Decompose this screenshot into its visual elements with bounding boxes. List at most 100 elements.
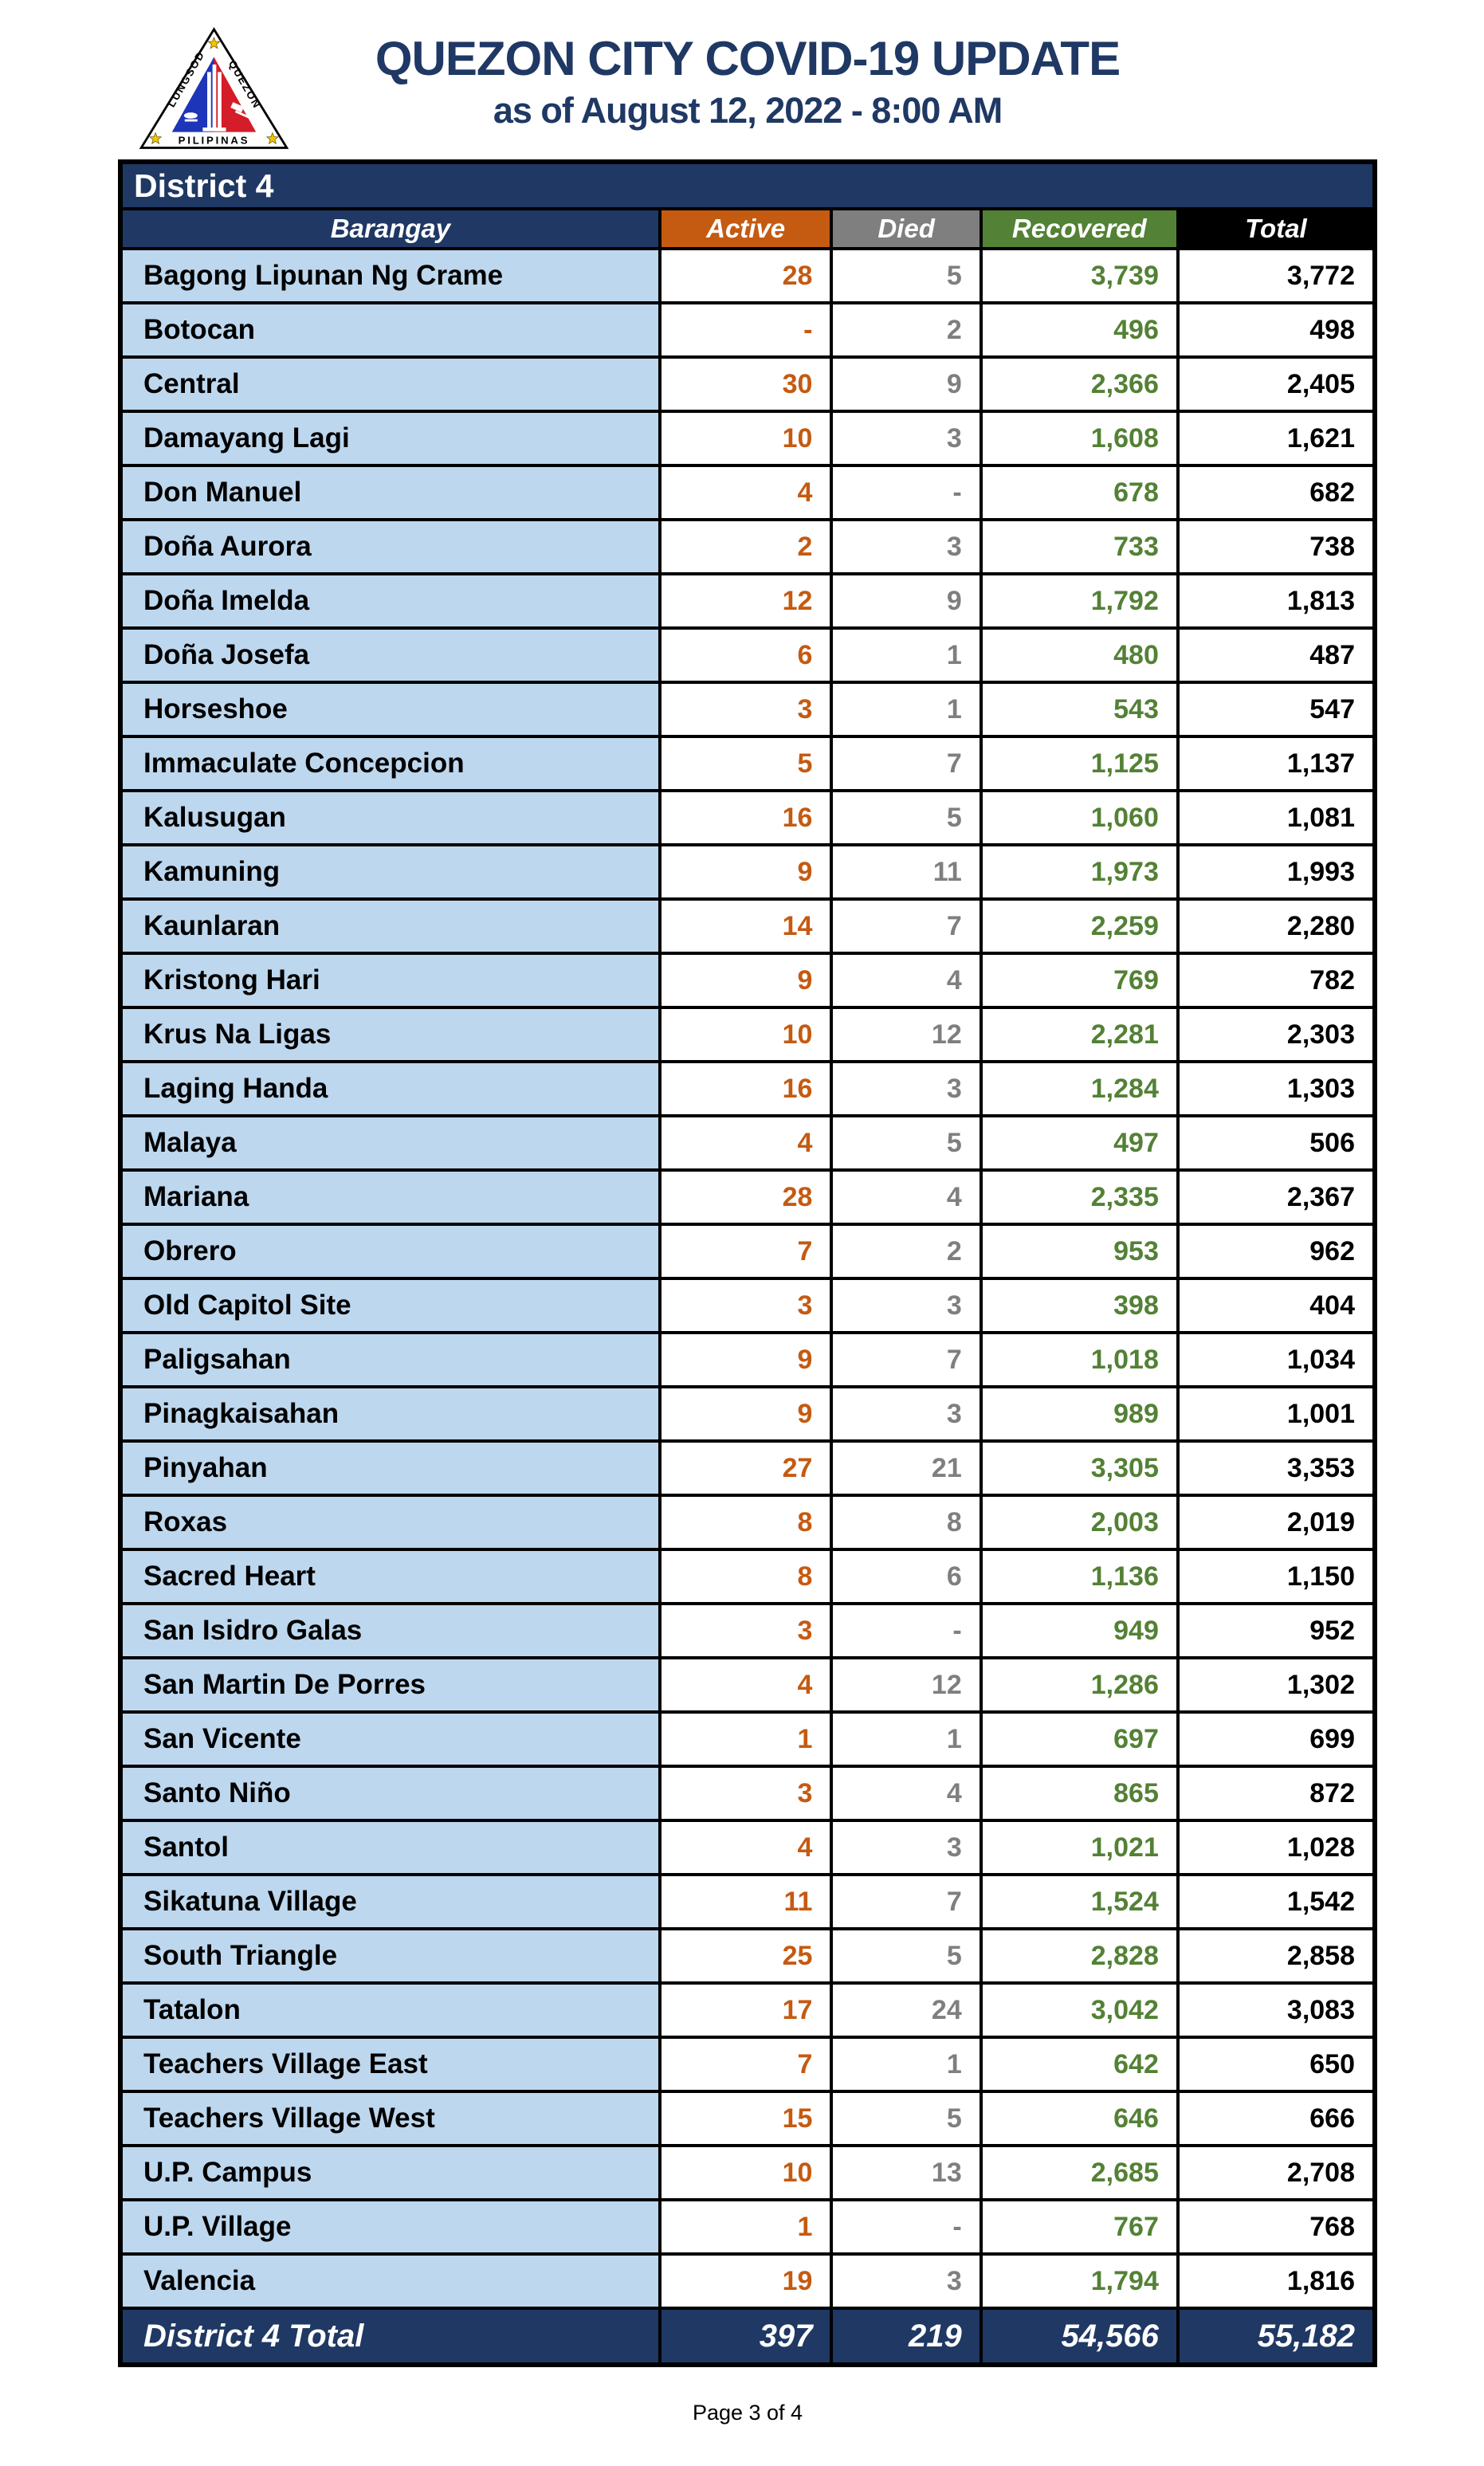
barangay-name: U.P. Village [119,2198,662,2256]
died-count: 5 [830,789,983,846]
page-title: QUEZON CITY COVID-19 UPDATE [375,32,1121,85]
recovered-count: 2,259 [979,897,1180,955]
table-row: Obrero 7 2 953 962 [119,1223,1377,1280]
report-page: LUNGSOD QUEZON PILIPINAS QUEZON CITY COV… [118,0,1377,2466]
total-count: 3,353 [1176,1439,1377,1497]
recovered-count: 497 [979,1114,1180,1172]
died-count: 7 [830,897,983,955]
active-count: 28 [658,1168,834,1226]
recovered-count: 3,739 [979,247,1180,304]
table-row: Teachers Village East 7 1 642 650 [119,2036,1377,2093]
died-count: 9 [830,355,983,413]
died-count: 5 [830,2090,983,2147]
barangay-name: Kaunlaran [119,897,662,955]
active-count: 6 [658,626,834,684]
total-count: 3,083 [1176,1981,1377,2039]
active-count: 9 [658,1385,834,1443]
barangay-name: Mariana [119,1168,662,1226]
total-count: 3,772 [1176,247,1377,304]
recovered-count: 543 [979,681,1180,738]
active-count: 17 [658,1981,834,2039]
active-count: 10 [658,2144,834,2201]
total-count: 1,993 [1176,843,1377,901]
recovered-count: 3,305 [979,1439,1180,1497]
died-count: 21 [830,1439,983,1497]
total-count: 650 [1176,2036,1377,2093]
died-count: 3 [830,1819,983,1876]
table-row: U.P. Village 1-767 768 [119,2198,1377,2256]
table-row: Kalusugan 16 5 1,060 1,081 [119,789,1377,846]
active-count: 12 [658,572,834,630]
recovered-count: 1,608 [979,410,1180,467]
active-count: 4 [658,1114,834,1172]
total-count: 1,150 [1176,1548,1377,1605]
died-count: 3 [830,1385,983,1443]
active-count: 4 [658,1819,834,1876]
table-row: San Isidro Galas 3-949 952 [119,1602,1377,1659]
table-row: Santol 4 3 1,021 1,028 [119,1819,1377,1876]
barangay-name: Sacred Heart [119,1548,662,1605]
recovered-count: 1,286 [979,1656,1180,1714]
recovered-count: 1,125 [979,735,1180,792]
died-count: 1 [830,626,983,684]
died-count: - [830,2198,983,2256]
column-header-total: Total [1176,207,1377,250]
active-count: 5 [658,735,834,792]
barangay-name: South Triangle [119,1927,662,1985]
barangay-name: Damayang Lagi [119,410,662,467]
barangay-name: U.P. Campus [119,2144,662,2201]
total-count: 952 [1176,1602,1377,1659]
active-count: 9 [658,952,834,1009]
table-row: U.P. Campus 10 13 2,685 2,708 [119,2144,1377,2201]
table-row: Doña Josefa 6 1 480 487 [119,626,1377,684]
table-row: Bagong Lipunan Ng Crame 28 5 3,739 3,772 [119,247,1377,304]
recovered-count: 1,136 [979,1548,1180,1605]
total-count: 682 [1176,464,1377,521]
district-label: District 4 [119,160,1376,210]
active-count: 10 [658,1006,834,1063]
active-count: 2 [658,518,834,575]
died-count: 5 [830,247,983,304]
barangay-name: Kalusugan [119,789,662,846]
active-count: 11 [658,1873,834,1930]
barangay-name: Obrero [119,1223,662,1280]
died-count: 9 [830,572,983,630]
total-count: 1,001 [1176,1385,1377,1443]
recovered-count: 642 [979,2036,1180,2093]
column-header-barangay: Barangay [119,207,662,250]
total-count: 547 [1176,681,1377,738]
table-row: Roxas 8 8 2,003 2,019 [119,1494,1377,1551]
recovered-count: 2,281 [979,1006,1180,1063]
died-count: - [830,464,983,521]
died-count: 4 [830,1168,983,1226]
active-count: 9 [658,1331,834,1388]
total-count: 666 [1176,2090,1377,2147]
table-row: Pinagkaisahan 9 3 989 1,001 [119,1385,1377,1443]
table-row: Old Capitol Site 3 3 398 404 [119,1277,1377,1334]
total-count: 1,028 [1176,1819,1377,1876]
recovered-count: 953 [979,1223,1180,1280]
total-overall-count: 55,182 [1176,2307,1377,2366]
died-count: 5 [830,1114,983,1172]
recovered-count: 1,792 [979,572,1180,630]
barangay-name: Teachers Village West [119,2090,662,2147]
recovered-count: 2,685 [979,2144,1180,2201]
table-row: San Vicente 1 1 697 699 [119,1710,1377,1768]
quezon-city-seal-icon: LUNGSOD QUEZON PILIPINAS [139,27,289,149]
active-count: 3 [658,1765,834,1822]
barangay-name: Botocan [119,301,662,359]
active-count: 3 [658,681,834,738]
table-row: South Triangle 25 5 2,828 2,858 [119,1927,1377,1985]
recovered-count: 1,018 [979,1331,1180,1388]
barangay-name: San Martin De Porres [119,1656,662,1714]
table-row: Immaculate Concepcion 5 7 1,125 1,137 [119,735,1377,792]
total-row-label: District 4 Total [119,2307,662,2366]
died-count: 6 [830,1548,983,1605]
table-row: Central 30 9 2,366 2,405 [119,355,1377,413]
total-count: 962 [1176,1223,1377,1280]
total-count: 1,302 [1176,1656,1377,1714]
table-row: Pinyahan 27 21 3,305 3,353 [119,1439,1377,1497]
active-count: - [658,301,834,359]
recovered-count: 767 [979,2198,1180,2256]
column-header-active: Active [658,207,834,250]
